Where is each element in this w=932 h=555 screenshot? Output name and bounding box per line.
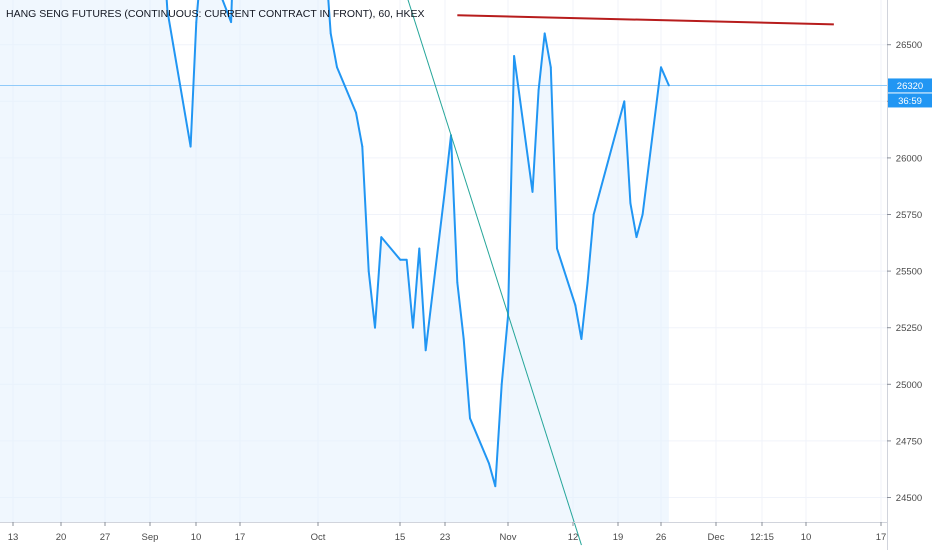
price-point (537, 89, 540, 91)
time-axis-label: 20 (56, 532, 67, 543)
time-axis-label: 12 (568, 532, 579, 543)
price-point (355, 111, 357, 114)
time-axis-label: 10 (801, 532, 812, 543)
resistance-line[interactable] (457, 14, 834, 26)
price-area (0, 0, 669, 522)
time-axis-label: Sep (142, 532, 159, 543)
price-point (418, 247, 421, 250)
price-point (374, 326, 376, 329)
countdown-tag (888, 93, 932, 108)
price-axis-label: 25000 (896, 380, 922, 391)
price-point (336, 66, 338, 69)
price-point (380, 236, 383, 239)
price-point (367, 270, 370, 272)
price-point (494, 485, 497, 488)
price-axis-label: 26000 (896, 153, 922, 164)
time-axis-label: 26 (656, 532, 667, 543)
time-axis-label: Oct (311, 532, 326, 543)
time-axis-label: 19 (613, 532, 624, 543)
time-axis-label: Dec (708, 532, 725, 543)
time-axis-label: 17 (235, 532, 246, 543)
price-point (189, 145, 192, 148)
price-point (456, 281, 459, 284)
time-axis-label: 12:15 (750, 532, 774, 543)
price-point (513, 55, 515, 57)
price-point (361, 145, 364, 148)
price-point (443, 191, 446, 193)
price-point (195, 21, 198, 23)
price-point (586, 281, 589, 284)
price-point (500, 383, 503, 386)
price-point (531, 191, 534, 193)
price-axis-label: 26500 (896, 40, 922, 51)
price-point (660, 66, 662, 69)
price-axis-label: 25250 (896, 323, 922, 334)
price-point (488, 462, 490, 465)
price-point (668, 84, 670, 87)
price-point (543, 32, 546, 35)
price-axis-label: 25500 (896, 267, 922, 278)
price-point (230, 21, 233, 23)
price-point (166, 9, 169, 12)
price-axis-label: 24750 (896, 436, 922, 447)
price-point (592, 213, 595, 216)
price-point (598, 191, 601, 193)
price-axis-label: 24500 (896, 493, 922, 504)
last-price-value: 26320 (897, 81, 923, 92)
time-axis-label: 17 (876, 532, 887, 543)
time-axis-label: 27 (100, 532, 111, 543)
last-price-tag (888, 78, 932, 93)
time-axis-label: 23 (440, 532, 451, 543)
price-point (412, 326, 414, 329)
countdown-value: 36:59 (898, 96, 922, 107)
price-axis-label: 25750 (896, 210, 922, 221)
time-axis-label: 10 (191, 532, 202, 543)
time-axis-label: 15 (395, 532, 406, 543)
price-point (641, 213, 644, 216)
price-point (172, 43, 175, 46)
price-point (469, 417, 471, 420)
price-point (629, 202, 632, 205)
price-point (405, 258, 408, 261)
time-axis-label: Nov (500, 532, 517, 543)
price-point (556, 247, 558, 250)
price-point (623, 100, 626, 103)
price-point (399, 258, 402, 261)
price-point (617, 123, 620, 125)
trendline[interactable] (289, 0, 582, 546)
price-point (549, 66, 552, 69)
price-point (329, 32, 332, 35)
price-point (424, 349, 427, 352)
price-point (635, 236, 638, 239)
chart-title: HANG SENG FUTURES (CONTINUOUS: CURRENT C… (6, 8, 425, 20)
time-axis-label: 13 (8, 532, 19, 543)
price-point (462, 338, 465, 340)
price-point (574, 304, 577, 306)
price-point (580, 338, 583, 340)
